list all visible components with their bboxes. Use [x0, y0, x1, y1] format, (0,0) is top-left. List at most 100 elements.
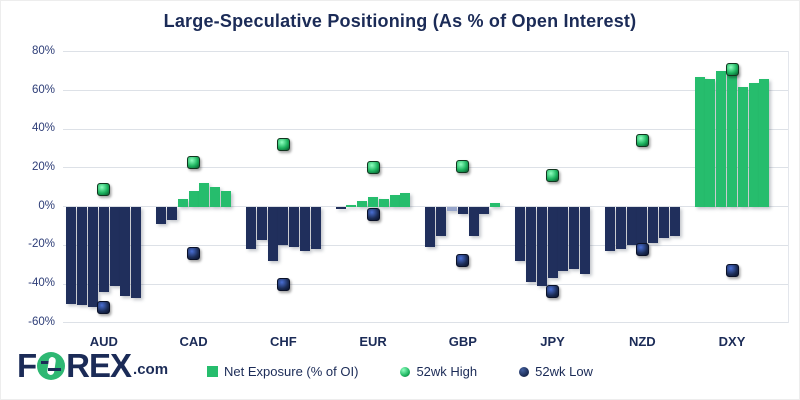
net-exposure-bar-dxy-1 — [694, 76, 705, 207]
net-exposure-bar-aud-7 — [131, 206, 142, 298]
y-axis-tick-label: 60% — [31, 83, 55, 96]
low-marker-eur — [366, 207, 380, 221]
net-exposure-bar-eur-4 — [368, 197, 379, 207]
gridline-80 — [63, 51, 789, 53]
net-exposure-bar-cad-7 — [220, 191, 231, 207]
low-marker-dxy — [725, 264, 739, 278]
net-exposure-swatch-icon — [207, 366, 219, 377]
chart-title: Large-Speculative Positioning (As % of O… — [163, 11, 637, 31]
net-exposure-bar-cad-6 — [210, 187, 221, 207]
low-marker-nzd — [635, 242, 649, 256]
gridline--60 — [63, 322, 789, 324]
net-exposure-bar-nzd-3 — [626, 206, 637, 246]
logo-o-icon — [37, 352, 66, 381]
x-axis-label-cad: CAD — [179, 334, 208, 349]
net-exposure-bar-aud-2 — [77, 206, 88, 306]
low-marker-jpy — [546, 285, 560, 299]
legend-item-net-exposure: Net Exposure (% of OI) — [207, 364, 358, 379]
gridline-60 — [63, 90, 789, 91]
high-marker-icon — [400, 366, 411, 377]
net-exposure-bar-cad-3 — [177, 198, 188, 207]
net-exposure-bar-jpy-1 — [515, 206, 526, 261]
net-exposure-bar-dxy-3 — [716, 71, 727, 207]
high-marker-chf — [276, 138, 290, 152]
legend-item-52wk-low: 52wk Low — [519, 364, 593, 379]
net-exposure-bar-dxy-6 — [748, 82, 759, 207]
net-exposure-bar-gbp-4 — [457, 206, 468, 215]
y-axis-tick-label: -20% — [28, 238, 55, 251]
net-exposure-bar-eur-6 — [389, 195, 400, 207]
net-exposure-bar-aud-4 — [98, 206, 109, 292]
y-axis-tick-label: 0% — [38, 199, 55, 212]
low-marker-cad — [187, 246, 201, 260]
x-axis-label-nzd: NZD — [628, 334, 656, 349]
net-exposure-bar-jpy-6 — [569, 206, 580, 269]
net-exposure-bar-dxy-7 — [759, 78, 770, 207]
net-exposure-bar-chf-6 — [299, 206, 310, 252]
legend-label: 52wk Low — [535, 364, 593, 379]
high-marker-aud — [97, 182, 111, 196]
y-axis-tick-label: 40% — [31, 122, 55, 135]
net-exposure-bar-nzd-2 — [615, 206, 626, 250]
net-exposure-bar-aud-5 — [109, 206, 120, 287]
net-exposure-bar-jpy-3 — [536, 206, 547, 287]
net-exposure-bar-chf-2 — [256, 206, 267, 240]
x-axis-label-gbp: GBP — [448, 334, 477, 349]
net-exposure-bar-gbp-5 — [468, 206, 479, 236]
legend: Net Exposure (% of OI) 52wk High 52wk Lo… — [1, 364, 799, 379]
net-exposure-bar-chf-3 — [267, 206, 278, 261]
net-exposure-bar-cad-4 — [188, 191, 199, 207]
x-axis-label-eur: EUR — [359, 334, 387, 349]
net-exposure-bar-jpy-5 — [558, 206, 569, 271]
net-exposure-bar-gbp-7 — [490, 202, 501, 207]
x-axis-label-dxy: DXY — [718, 334, 746, 349]
gridline-40 — [63, 128, 789, 130]
net-exposure-bar-eur-7 — [400, 193, 411, 207]
logo-text-dotcom: .com — [133, 361, 169, 379]
net-exposure-bar-jpy-7 — [579, 206, 590, 275]
logo-text-f: F — [17, 347, 37, 384]
legend-label: Net Exposure (% of OI) — [224, 364, 359, 379]
y-axis-tick-label: -40% — [28, 277, 55, 290]
high-marker-gbp — [456, 159, 470, 173]
low-marker-gbp — [456, 254, 470, 268]
gridline--40 — [63, 283, 789, 285]
legend-item-52wk-high: 52wk High — [400, 364, 477, 379]
plot-right-border — [788, 51, 789, 323]
x-axis-label-aud: AUD — [89, 334, 118, 349]
net-exposure-bar-nzd-7 — [669, 206, 680, 236]
net-exposure-bar-chf-1 — [245, 206, 256, 250]
low-marker-icon — [519, 366, 530, 377]
high-marker-nzd — [635, 134, 649, 148]
net-exposure-bar-cad-2 — [166, 206, 177, 221]
high-marker-jpy — [546, 169, 560, 183]
y-axis-tick-label: 80% — [31, 44, 55, 57]
net-exposure-bar-jpy-4 — [547, 206, 558, 279]
net-exposure-bar-jpy-2 — [525, 206, 536, 283]
y-axis-tick-label: -60% — [28, 315, 55, 328]
net-exposure-bar-chf-7 — [310, 206, 321, 250]
logo-text-rex: REX — [66, 347, 132, 384]
net-exposure-bar-nzd-5 — [648, 206, 659, 244]
high-marker-dxy — [725, 62, 739, 76]
net-exposure-bar-chf-5 — [289, 206, 300, 248]
legend-label: 52wk High — [416, 364, 478, 379]
high-marker-cad — [187, 155, 201, 169]
net-exposure-bar-dxy-4 — [727, 71, 738, 207]
net-exposure-bar-eur-2 — [346, 204, 357, 207]
net-exposure-bar-aud-3 — [88, 206, 98, 308]
net-exposure-bar-eur-3 — [357, 200, 368, 207]
y-axis-tick-label: 20% — [31, 160, 55, 173]
x-axis-label-chf: CHF — [269, 334, 297, 349]
forex-com-logo: F REX .com — [17, 347, 169, 384]
net-exposure-bar-cad-1 — [156, 206, 167, 225]
net-exposure-bar-dxy-2 — [705, 78, 716, 207]
net-exposure-bar-gbp-1 — [425, 206, 436, 248]
net-exposure-bar-dxy-5 — [737, 86, 748, 207]
net-exposure-bar-eur-5 — [378, 198, 389, 207]
net-exposure-bar-gbp-3 — [447, 206, 457, 211]
net-exposure-bar-cad-5 — [199, 183, 210, 207]
net-exposure-bar-aud-6 — [120, 206, 131, 296]
net-exposure-bar-gbp-2 — [436, 206, 447, 236]
